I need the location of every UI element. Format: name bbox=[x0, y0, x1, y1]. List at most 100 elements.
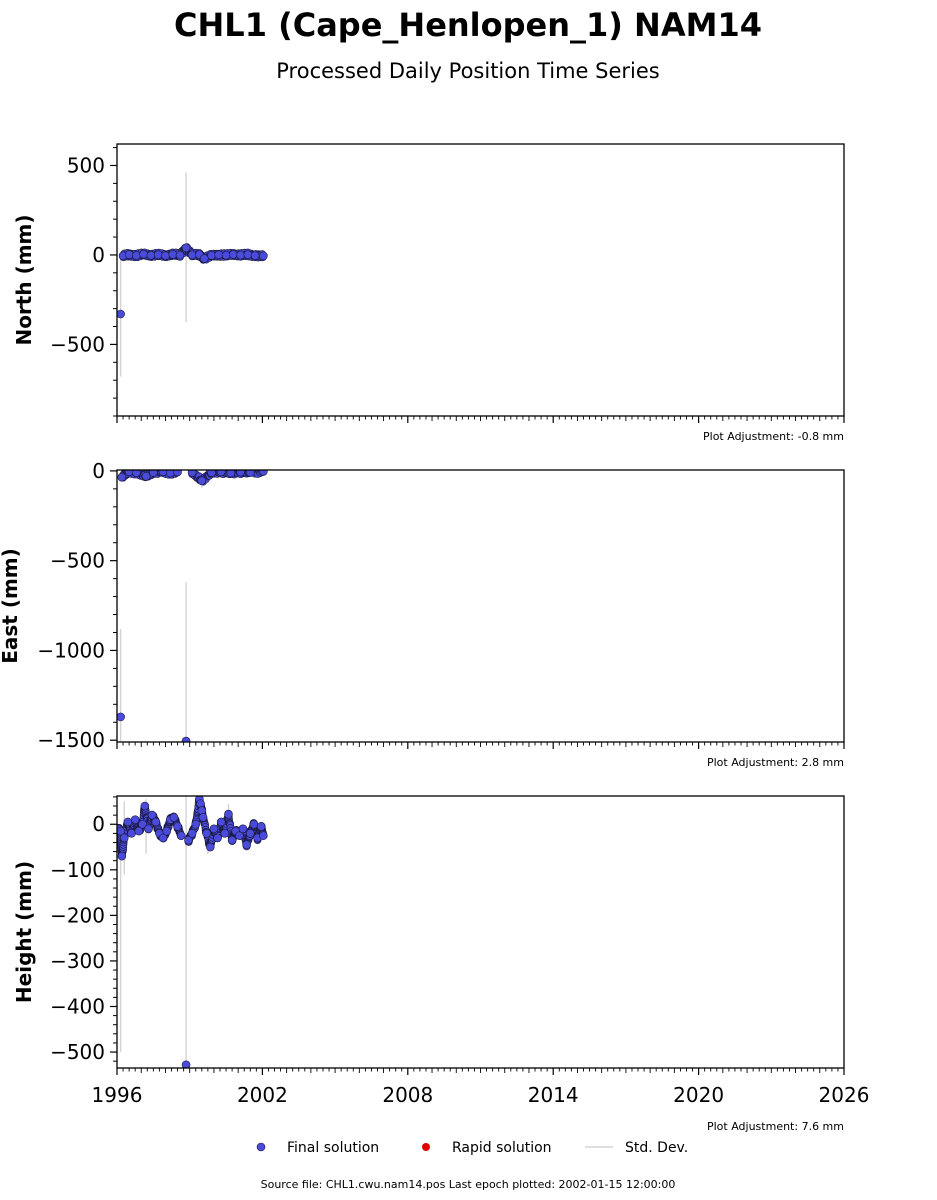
data-point bbox=[132, 470, 141, 477]
data-point bbox=[214, 250, 224, 260]
panel-3: 0 −100 −200 −300 −400 −500 1996 2002 2008 2014 202… bbox=[12, 795, 869, 1133]
y-axis-label: North (mm) bbox=[12, 214, 36, 345]
data-point bbox=[245, 829, 255, 838]
data-point bbox=[173, 470, 182, 477]
data-point bbox=[221, 251, 231, 260]
data-point bbox=[149, 470, 158, 477]
legend-final-label: Final solution bbox=[287, 1140, 379, 1156]
data-point bbox=[132, 251, 141, 260]
source-footer: Source file: CHL1.cwu.nam14.pos Last epo… bbox=[261, 1178, 676, 1191]
data-point bbox=[243, 250, 253, 259]
data-point bbox=[124, 250, 134, 259]
data-point bbox=[236, 470, 245, 477]
panel-1: 500 0 −500 North (mm) Plot Adjustment: -0.8 … bbox=[12, 143, 845, 443]
chart-title: CHL1 (Cape_Henlopen_1) NAM14 bbox=[174, 6, 762, 44]
y-tick-label: −500 bbox=[50, 549, 105, 573]
data-point bbox=[236, 250, 245, 260]
x-tick-label: 2008 bbox=[382, 1083, 433, 1107]
y-axis-label: Height (mm) bbox=[12, 861, 36, 1003]
data-point bbox=[127, 829, 136, 838]
panel-data bbox=[117, 470, 268, 742]
x-tick-label: 2026 bbox=[819, 1083, 870, 1107]
data-point bbox=[207, 470, 216, 477]
plot-adjustment-note: Plot Adjustment: 7.6 mm bbox=[707, 1120, 844, 1133]
y-tick-label: −100 bbox=[50, 858, 105, 882]
data-point bbox=[198, 813, 208, 822]
data-point bbox=[146, 251, 156, 260]
y-tick-label: 0 bbox=[92, 459, 105, 483]
data-point bbox=[184, 835, 193, 845]
data-point bbox=[229, 250, 238, 259]
panel-frame bbox=[116, 143, 845, 417]
data-point bbox=[153, 250, 163, 260]
data-point bbox=[117, 712, 125, 722]
plot-adjustment-note: Plot Adjustment: -0.8 mm bbox=[703, 430, 844, 443]
data-point bbox=[144, 824, 153, 834]
data-point bbox=[245, 470, 255, 477]
data-point bbox=[235, 831, 244, 840]
data-point bbox=[216, 470, 226, 477]
data-point bbox=[227, 835, 237, 845]
data-point bbox=[139, 249, 148, 259]
y-tick-label: 0 bbox=[92, 812, 105, 836]
data-point bbox=[259, 470, 268, 476]
data-point bbox=[187, 470, 197, 477]
data-point bbox=[181, 736, 191, 742]
data-point bbox=[119, 833, 129, 843]
y-tick-label: −1500 bbox=[37, 728, 105, 752]
data-point bbox=[220, 829, 230, 838]
data-point bbox=[173, 822, 182, 831]
x-tick-label: 2002 bbox=[237, 1083, 288, 1107]
data-point bbox=[242, 840, 251, 850]
data-point bbox=[216, 817, 226, 827]
data-point bbox=[213, 833, 222, 843]
data-point bbox=[176, 831, 186, 840]
data-point bbox=[202, 829, 211, 838]
data-point bbox=[117, 309, 125, 319]
data-point bbox=[249, 819, 259, 829]
data-point bbox=[117, 851, 127, 861]
data-point bbox=[199, 254, 209, 263]
data-point bbox=[187, 250, 197, 260]
data-point bbox=[259, 251, 268, 261]
data-point bbox=[256, 822, 266, 831]
y-tick-label: −200 bbox=[50, 903, 105, 927]
panel-data bbox=[117, 172, 268, 377]
chart-subtitle: Processed Daily Position Time Series bbox=[276, 59, 660, 83]
legend-rapid-label: Rapid solution bbox=[452, 1140, 552, 1156]
x-tick-label: 2020 bbox=[673, 1083, 724, 1107]
data-point bbox=[147, 810, 157, 820]
data-point bbox=[207, 251, 216, 260]
x-tick-label: 2014 bbox=[528, 1083, 579, 1107]
panel-frame bbox=[116, 469, 845, 743]
legend-std-label: Std. Dev. bbox=[625, 1140, 688, 1156]
data-point bbox=[187, 829, 197, 838]
data-point bbox=[238, 824, 248, 834]
y-tick-label: 500 bbox=[67, 153, 105, 177]
y-tick-label: −500 bbox=[50, 332, 105, 356]
panel-2: 0 −500 −1000 −1500 East (mm) Plot Adjustment:… bbox=[0, 459, 845, 769]
data-point bbox=[175, 250, 185, 260]
data-point bbox=[168, 250, 178, 259]
data-point bbox=[117, 472, 127, 482]
data-point bbox=[250, 251, 260, 260]
panel-data bbox=[117, 796, 268, 1068]
data-point bbox=[134, 826, 144, 836]
data-point bbox=[181, 1060, 191, 1068]
data-point bbox=[130, 815, 140, 824]
y-tick-label: −400 bbox=[50, 994, 105, 1018]
data-point bbox=[226, 470, 236, 478]
data-point bbox=[197, 476, 207, 486]
x-tick-label: 1996 bbox=[92, 1083, 143, 1107]
data-point bbox=[161, 251, 170, 260]
y-axis-label: East (mm) bbox=[0, 548, 22, 664]
y-tick-label: −500 bbox=[50, 1040, 105, 1064]
legend-final-marker bbox=[256, 1142, 266, 1152]
data-point bbox=[181, 243, 191, 253]
data-point bbox=[138, 819, 147, 829]
data-point bbox=[158, 833, 168, 843]
data-point bbox=[124, 470, 134, 477]
data-point bbox=[205, 842, 215, 852]
plot-adjustment-note: Plot Adjustment: 2.8 mm bbox=[707, 756, 844, 769]
